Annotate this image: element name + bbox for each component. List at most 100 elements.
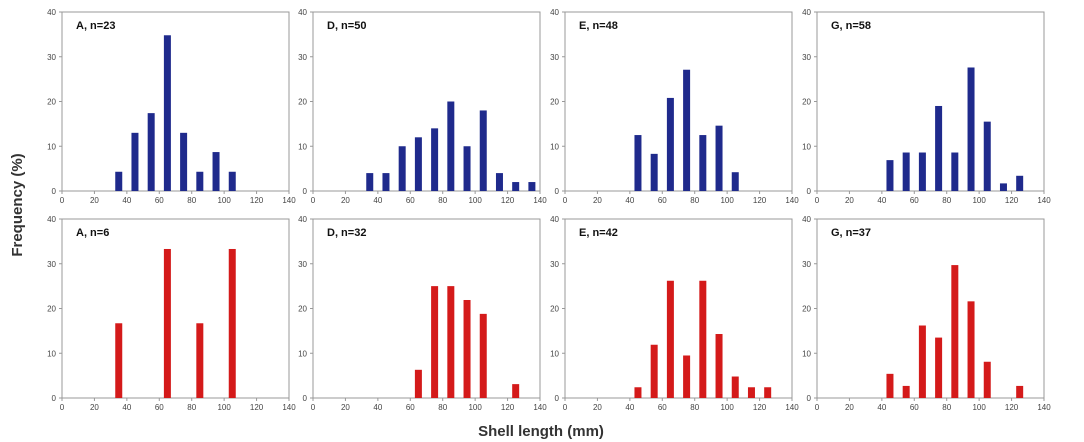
y-tick-label: 20: [298, 305, 307, 314]
histogram-bar: [666, 280, 674, 398]
y-tick-label: 0: [52, 187, 57, 196]
x-tick-label: 140: [533, 403, 547, 412]
panel-title: D, n=50: [327, 20, 366, 32]
histogram-bar: [935, 337, 943, 398]
histogram-bar: [463, 299, 471, 398]
x-tick-label: 80: [187, 403, 196, 412]
histogram-bar: [447, 101, 455, 191]
histogram-bar: [731, 172, 739, 191]
x-tick-label: 120: [501, 403, 515, 412]
y-tick-label: 10: [298, 349, 307, 358]
x-tick-label: 80: [690, 196, 699, 205]
y-tick-label: 10: [802, 349, 811, 358]
histogram-panel: 0 10 20 30 40 0 20 40 60 80 100 120 140 A, n=23: [47, 8, 296, 205]
plot-frame: [312, 218, 541, 399]
histogram-bar: [699, 135, 707, 191]
x-tick-label: 0: [60, 196, 65, 205]
plot-frame: [61, 218, 290, 399]
histogram-bar: [447, 286, 455, 398]
y-tick-label: 20: [802, 98, 811, 107]
panel-title: G, n=37: [831, 227, 871, 239]
y-tick-label: 30: [47, 53, 56, 62]
x-tick-label: 60: [155, 403, 164, 412]
histogram-bar: [463, 146, 471, 191]
plot-frame: [564, 11, 793, 192]
y-tick-label: 30: [47, 260, 56, 269]
panel-title: E, n=42: [579, 227, 618, 239]
x-tick-label: 20: [593, 403, 602, 412]
panel-title: E, n=48: [579, 20, 618, 32]
x-tick-label: 0: [815, 403, 820, 412]
y-tick-label: 0: [52, 394, 57, 403]
histogram-panel: 0 10 20 30 40 0 20 40 60 80 100 120 140 G, n=58: [802, 8, 1051, 205]
histogram-panel: 0 10 20 30 40 0 20 40 60 80 100 120 140 G, n=37: [802, 215, 1051, 412]
histogram-bar: [699, 280, 707, 398]
x-tick-label: 100: [972, 403, 986, 412]
y-tick-label: 10: [802, 142, 811, 151]
y-tick-label: 40: [802, 8, 811, 17]
x-tick-label: 40: [122, 403, 131, 412]
y-tick-label: 20: [47, 305, 56, 314]
x-tick-label: 20: [845, 196, 854, 205]
histogram-bar: [935, 105, 943, 191]
x-tick-label: 60: [658, 403, 667, 412]
x-tick-label: 120: [250, 196, 264, 205]
panel-title: A, n=23: [76, 20, 115, 32]
x-tick-label: 60: [406, 196, 415, 205]
histogram-bar: [414, 369, 422, 398]
histogram-bar: [983, 121, 991, 191]
y-tick-label: 40: [802, 215, 811, 224]
histogram-bar: [764, 387, 772, 398]
y-tick-label: 40: [550, 8, 559, 17]
x-tick-label: 120: [1005, 403, 1019, 412]
histogram-bar: [228, 248, 236, 398]
histogram-bar: [902, 152, 910, 191]
x-tick-label: 60: [910, 403, 919, 412]
histogram-panel: 0 10 20 30 40 0 20 40 60 80 100 120 140 A, n=6: [47, 215, 296, 412]
histogram-bar: [902, 385, 910, 398]
x-tick-label: 0: [311, 196, 316, 205]
histogram-panel: 0 10 20 30 40 0 20 40 60 80 100 120 140 E, n=48: [550, 8, 799, 205]
histogram-bar: [382, 173, 390, 191]
y-tick-label: 10: [550, 349, 559, 358]
x-tick-label: 0: [815, 196, 820, 205]
histogram-bar: [683, 69, 691, 191]
x-tick-label: 60: [406, 403, 415, 412]
x-tick-label: 20: [845, 403, 854, 412]
x-tick-label: 140: [785, 196, 799, 205]
histogram-bar: [951, 152, 959, 191]
x-tick-label: 140: [282, 196, 296, 205]
y-tick-label: 40: [47, 8, 56, 17]
x-tick-label: 20: [90, 403, 99, 412]
y-tick-label: 20: [802, 305, 811, 314]
y-axis-title: Frequency (%): [9, 153, 26, 256]
x-tick-label: 140: [533, 196, 547, 205]
x-tick-label: 120: [753, 403, 767, 412]
panel-title: D, n=32: [327, 227, 366, 239]
y-tick-label: 30: [802, 260, 811, 269]
x-tick-label: 20: [341, 403, 350, 412]
histogram-bar: [715, 334, 723, 398]
y-tick-label: 30: [298, 53, 307, 62]
x-tick-label: 60: [155, 196, 164, 205]
histogram-bar: [967, 301, 975, 398]
y-tick-label: 0: [555, 187, 560, 196]
panel-title: A, n=6: [76, 227, 109, 239]
x-tick-label: 60: [658, 196, 667, 205]
y-tick-label: 20: [298, 98, 307, 107]
x-tick-label: 120: [753, 196, 767, 205]
x-tick-label: 100: [468, 403, 482, 412]
x-tick-label: 0: [311, 403, 316, 412]
x-tick-label: 20: [341, 196, 350, 205]
histogram-bar: [495, 173, 503, 191]
histogram-panel: 0 10 20 30 40 0 20 40 60 80 100 120 140 D, n=50: [298, 8, 547, 205]
x-tick-label: 140: [282, 403, 296, 412]
histogram-bar: [886, 160, 894, 191]
x-tick-label: 140: [1037, 196, 1051, 205]
histogram-bar: [398, 146, 406, 191]
x-tick-label: 100: [468, 196, 482, 205]
x-tick-label: 80: [438, 196, 447, 205]
x-tick-label: 100: [217, 196, 231, 205]
histogram-bar: [512, 182, 520, 191]
x-tick-label: 120: [501, 196, 515, 205]
